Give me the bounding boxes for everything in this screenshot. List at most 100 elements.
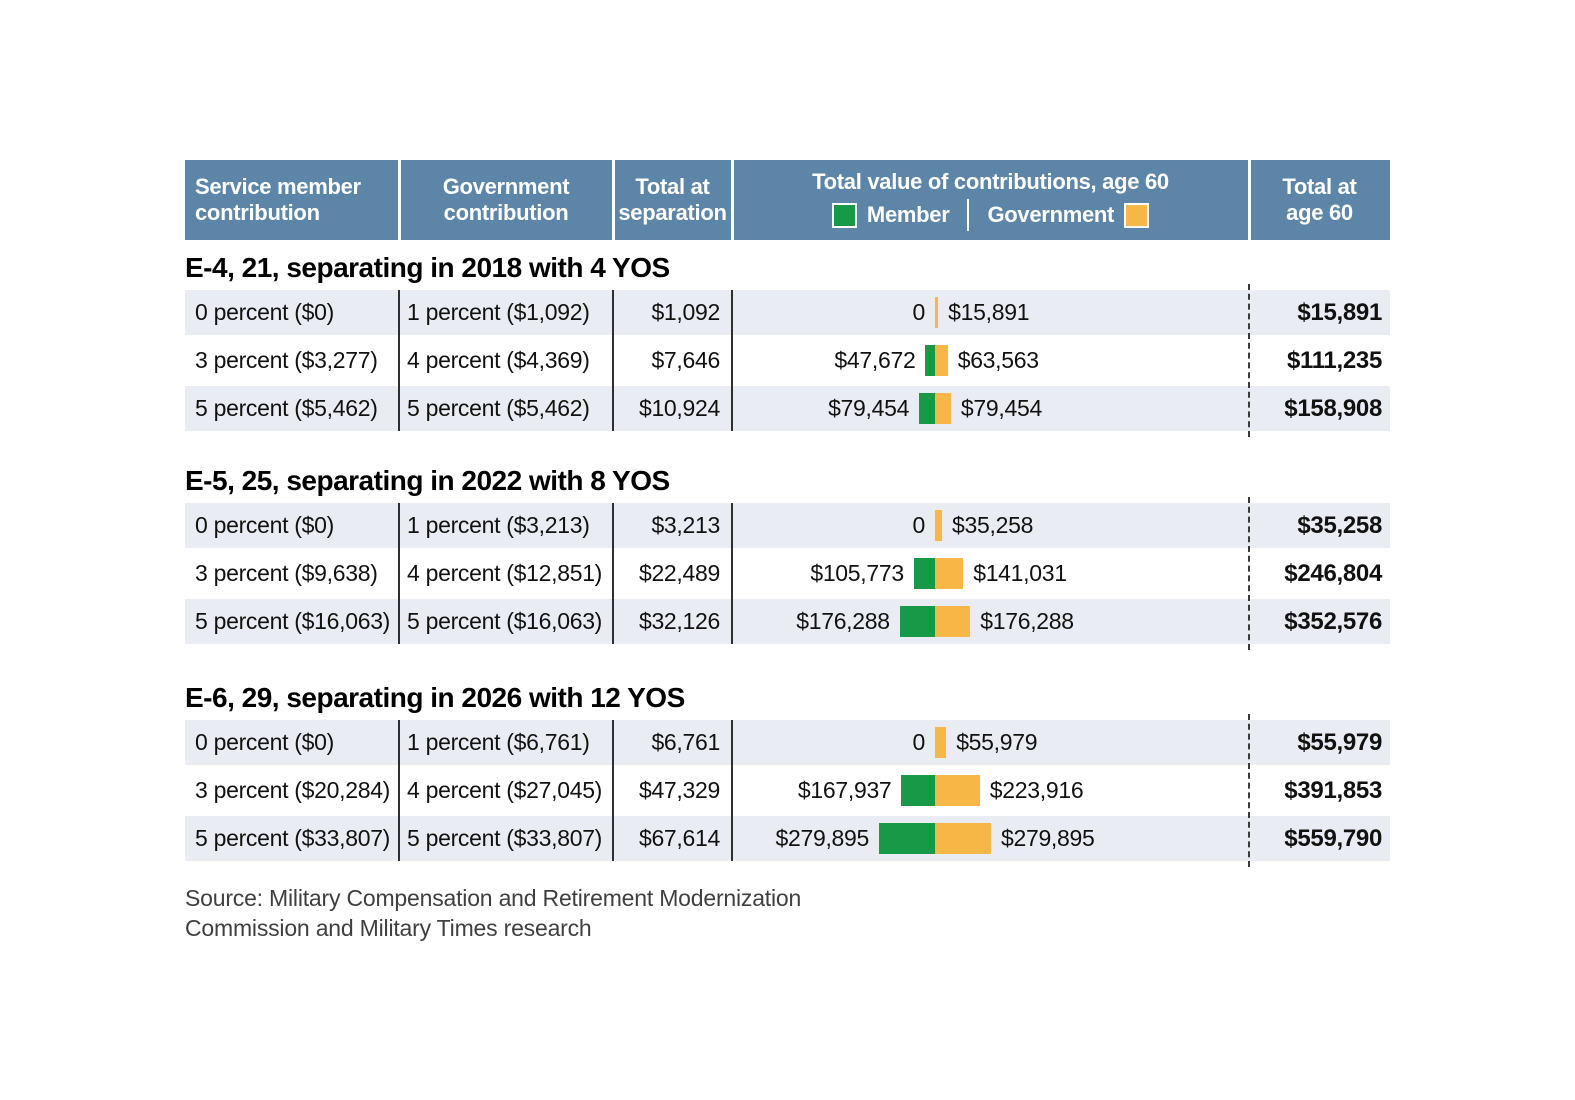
- member-bar: [919, 393, 935, 424]
- government-contribution-cell: 4 percent ($27,045): [407, 777, 603, 803]
- total-at-separation-cell: $67,614: [638, 825, 720, 851]
- government-contribution-cell: 1 percent ($1,092): [407, 299, 590, 325]
- header-government-contribution: Government contribution: [442, 174, 570, 225]
- table-header: Service member contribution Government c…: [185, 160, 1390, 240]
- chart-cell: $279,895 $279,895: [732, 816, 1249, 861]
- dashed-column-divider: [1248, 714, 1250, 867]
- member-bar: [879, 823, 935, 854]
- total-at-age-60-cell: $391,853: [1284, 776, 1382, 804]
- government-bar: [935, 345, 948, 376]
- member-contribution-cell: 3 percent ($20,284): [195, 777, 391, 803]
- chart-legend: Member Government: [831, 199, 1150, 231]
- legend-divider: [967, 199, 970, 231]
- header-total-at-separation: Total at separation: [618, 174, 727, 225]
- member-contribution-cell: 5 percent ($16,063): [195, 608, 391, 634]
- table-row: 0 percent ($0) 1 percent ($1,092) $1,092…: [185, 290, 1390, 335]
- total-at-separation-cell: $1,092: [651, 299, 720, 325]
- member-bar-label: $176,288: [796, 608, 890, 634]
- chart-cell: $167,937 $223,916: [732, 768, 1249, 813]
- column-divider: [731, 503, 733, 644]
- member-bar-label: 0: [912, 729, 926, 755]
- member-bar: [901, 775, 935, 806]
- member-bar-label: $279,895: [775, 825, 870, 851]
- section-rows: 0 percent ($0) 1 percent ($1,092) $1,092…: [185, 284, 1390, 437]
- column-divider: [398, 290, 400, 431]
- source-note: Source: Military Compensation and Retire…: [185, 885, 802, 941]
- dashed-column-divider: [1248, 284, 1250, 437]
- section-block: E-4, 21, separating in 2018 with 4 YOS 0…: [185, 240, 1390, 437]
- column-divider: [612, 720, 614, 861]
- table-row: 5 percent ($33,807) 5 percent ($33,807) …: [185, 816, 1390, 861]
- government-bar: [935, 510, 943, 541]
- table-row: 3 percent ($9,638) 4 percent ($12,851) $…: [185, 551, 1390, 596]
- member-bar-label: $167,937: [797, 777, 892, 803]
- total-at-separation-cell: $6,761: [651, 729, 720, 755]
- chart-cell: 0 $15,891: [732, 290, 1249, 335]
- header-service-member-contribution: Service member contribution: [195, 174, 361, 225]
- dashed-column-divider: [1248, 497, 1250, 650]
- member-contribution-cell: 3 percent ($9,638): [195, 560, 378, 586]
- government-contribution-cell: 4 percent ($12,851): [407, 560, 603, 586]
- member-swatch-icon: [831, 202, 857, 228]
- section-spacer: [185, 644, 1390, 670]
- column-divider: [398, 720, 400, 861]
- section-block: E-5, 25, separating in 2022 with 8 YOS 0…: [185, 431, 1390, 650]
- header-divider: [398, 160, 401, 240]
- total-at-age-60-cell: $559,790: [1284, 824, 1382, 852]
- government-bar-label: $176,288: [980, 608, 1074, 634]
- header-total-at-age-60: Total at age 60: [1282, 174, 1357, 225]
- member-bar: [899, 606, 935, 637]
- total-at-separation-cell: $3,213: [651, 512, 720, 538]
- total-at-age-60-cell: $15,891: [1297, 298, 1382, 326]
- column-divider: [612, 503, 614, 644]
- chart-cell: 0 $35,258: [732, 503, 1249, 548]
- column-divider: [731, 720, 733, 861]
- member-contribution-cell: 3 percent ($3,277): [195, 347, 378, 373]
- government-bar: [935, 297, 939, 328]
- government-bar-label: $15,891: [948, 299, 1030, 325]
- government-bar: [935, 606, 971, 637]
- member-contribution-cell: 0 percent ($0): [195, 729, 334, 755]
- member-bar-label: 0: [912, 299, 926, 325]
- government-bar-label: $279,895: [1000, 825, 1095, 851]
- section-rows: 0 percent ($0) 1 percent ($3,213) $3,213…: [185, 497, 1390, 650]
- section-heading: E-5, 25, separating in 2022 with 8 YOS: [185, 465, 670, 496]
- government-contribution-cell: 1 percent ($6,761): [407, 729, 590, 755]
- table-row: 3 percent ($3,277) 4 percent ($4,369) $7…: [185, 338, 1390, 383]
- government-bar-label: $79,454: [960, 395, 1042, 421]
- contributions-table: Service member contribution Government c…: [185, 160, 1390, 943]
- member-bar: [925, 345, 935, 376]
- column-divider: [398, 503, 400, 644]
- total-at-age-60-cell: $246,804: [1284, 559, 1382, 587]
- chart-cell: $105,773 $141,031: [732, 551, 1249, 596]
- member-bar-label: $47,672: [834, 347, 916, 373]
- total-at-separation-cell: $22,489: [638, 560, 720, 586]
- government-bar: [935, 558, 964, 589]
- column-divider: [731, 290, 733, 431]
- member-bar-label: 0: [912, 512, 926, 538]
- header-divider: [612, 160, 615, 240]
- government-bar-label: $55,979: [956, 729, 1038, 755]
- legend-government-label: Government: [987, 202, 1115, 227]
- sections: E-4, 21, separating in 2018 with 4 YOS 0…: [185, 240, 1390, 867]
- chart-cell: $79,454 $79,454: [732, 386, 1249, 431]
- total-at-separation-cell: $47,329: [638, 777, 720, 803]
- chart-title: Total value of contributions, age 60: [812, 169, 1169, 194]
- total-at-age-60-cell: $111,235: [1286, 346, 1382, 374]
- section-spacer: [185, 431, 1390, 453]
- table-row: 5 percent ($16,063) 5 percent ($16,063) …: [185, 599, 1390, 644]
- section-block: E-6, 29, separating in 2026 with 12 YOS …: [185, 644, 1390, 867]
- government-contribution-cell: 4 percent ($4,369): [407, 347, 590, 373]
- total-at-separation-cell: $10,924: [638, 395, 720, 421]
- table-row: 0 percent ($0) 1 percent ($3,213) $3,213…: [185, 503, 1390, 548]
- table-row: 0 percent ($0) 1 percent ($6,761) $6,761…: [185, 720, 1390, 765]
- government-bar-label: $141,031: [973, 560, 1067, 586]
- table-row: 5 percent ($5,462) 5 percent ($5,462) $1…: [185, 386, 1390, 431]
- section-heading: E-4, 21, separating in 2018 with 4 YOS: [185, 252, 670, 283]
- header-divider: [731, 160, 734, 240]
- header-chart: Total value of contributions, age 60 Mem…: [732, 160, 1249, 240]
- chart-cell: 0 $55,979: [732, 720, 1249, 765]
- government-bar: [935, 823, 991, 854]
- member-contribution-cell: 5 percent ($33,807): [195, 825, 391, 851]
- chart-cell: $176,288 $176,288: [732, 599, 1249, 644]
